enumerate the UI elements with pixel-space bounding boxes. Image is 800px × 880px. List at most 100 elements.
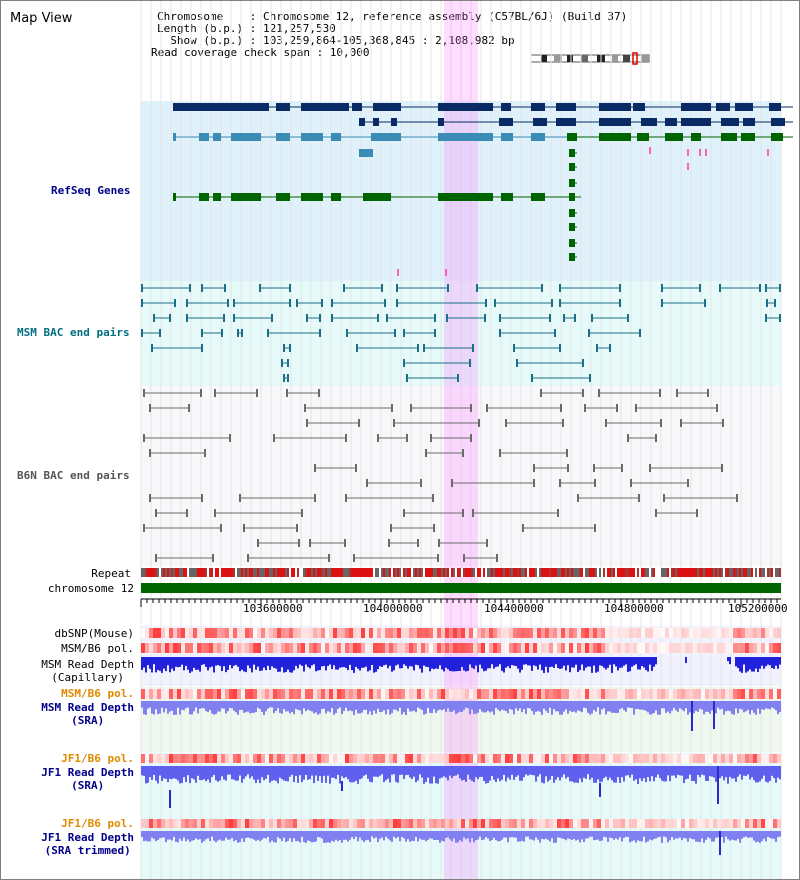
bac-end [151, 344, 153, 352]
repeat-element [257, 568, 259, 577]
depth-bar [177, 701, 179, 708]
depth-bar [685, 657, 687, 663]
bac-end [267, 329, 269, 337]
depth-bar [709, 831, 711, 839]
repeat-element [475, 568, 477, 577]
repeat-element [175, 568, 177, 577]
heatmap-cell [401, 819, 405, 828]
depth-bar [487, 701, 489, 711]
heatmap-cell [617, 819, 621, 828]
heatmap-cell [177, 689, 181, 699]
depth-bar [327, 831, 329, 843]
heatmap-cell [253, 689, 257, 699]
repeat-element [409, 568, 411, 577]
depth-bar [443, 831, 445, 842]
repeat-element [489, 568, 491, 577]
depth-bar [535, 766, 537, 782]
depth-bar [181, 701, 183, 710]
depth-bar [335, 766, 337, 780]
heatmap-cell [297, 819, 301, 828]
depth-bar [407, 831, 409, 840]
heatmap-cell [365, 689, 369, 699]
heatmap-cell [205, 628, 209, 638]
heatmap-cell [693, 819, 697, 828]
heatmap-cell [321, 628, 325, 638]
repeat-element [401, 568, 403, 577]
repeat-element [203, 568, 205, 577]
depth-bar [639, 701, 641, 710]
repeat-element [331, 568, 333, 577]
depth-bar [471, 701, 473, 710]
depth-bar [317, 766, 319, 782]
depth-bar [341, 831, 343, 843]
repeat-element [415, 568, 417, 577]
depth-bar [161, 831, 163, 838]
bac-end [420, 479, 422, 487]
depth-bar [475, 831, 477, 841]
bac-end [318, 389, 320, 397]
heatmap-cell [325, 628, 329, 638]
track-label-refseq[interactable]: RefSeq Genes [51, 184, 131, 197]
depth-bar [677, 701, 679, 712]
heatmap-cell [193, 819, 197, 828]
track-label-msm-bac[interactable]: MSM BAC end pairs [17, 326, 130, 339]
bac-end [765, 284, 767, 292]
heatmap-cell [701, 819, 705, 828]
heatmap-cell [353, 643, 357, 653]
heatmap-cell [197, 754, 201, 763]
depth-bar [375, 701, 377, 714]
depth-bar [445, 766, 447, 778]
depth-bar [751, 657, 753, 672]
depth-bar [373, 657, 375, 673]
track-label-b6n-bac[interactable]: B6N BAC end pairs [17, 469, 130, 482]
heatmap-cell [745, 754, 749, 763]
depth-bar [313, 657, 315, 665]
depth-bar [663, 701, 665, 709]
heatmap-cell [717, 819, 721, 828]
repeat-element [469, 568, 471, 577]
depth-bar [219, 831, 221, 840]
heatmap-cell [637, 628, 641, 638]
depth-bar [627, 657, 629, 672]
bac-end [567, 464, 569, 472]
heatmap-cell [773, 754, 777, 763]
heatmap-cell [169, 643, 173, 653]
bac-end [201, 344, 203, 352]
gene-exon [213, 193, 221, 201]
heatmap-cell [765, 628, 769, 638]
bac-end [281, 359, 283, 367]
depth-bar [555, 701, 557, 712]
repeat-element [575, 568, 577, 577]
depth-bar [577, 657, 579, 673]
repeat-element [481, 568, 483, 577]
repeat-element [373, 568, 375, 577]
heatmap-cell [701, 689, 705, 699]
depth-bar [401, 657, 403, 669]
heatmap-cell [193, 643, 197, 653]
depth-bar [339, 766, 341, 784]
depth-bar [591, 701, 593, 714]
heatmap-cell [693, 754, 697, 763]
repeat-element [511, 568, 513, 577]
depth-bar [225, 831, 227, 838]
bac-end [766, 299, 768, 307]
repeat-element [187, 568, 189, 577]
bac-end [247, 554, 249, 562]
repeat-element [265, 568, 267, 577]
depth-bar [557, 766, 559, 778]
depth-bar [527, 766, 529, 776]
depth-bar [509, 831, 511, 838]
depth-bar [357, 701, 359, 714]
depth-bar [595, 701, 597, 712]
heatmap-cell [165, 628, 169, 638]
depth-bar [571, 766, 573, 782]
heatmap-cell [541, 643, 545, 653]
depth-bar [325, 701, 327, 714]
depth-bar [649, 766, 651, 782]
depth-bar [509, 766, 511, 780]
heatmap-cell [377, 643, 381, 653]
depth-bar [763, 831, 765, 839]
gene-exon [599, 103, 631, 111]
gene-exon [681, 103, 711, 111]
